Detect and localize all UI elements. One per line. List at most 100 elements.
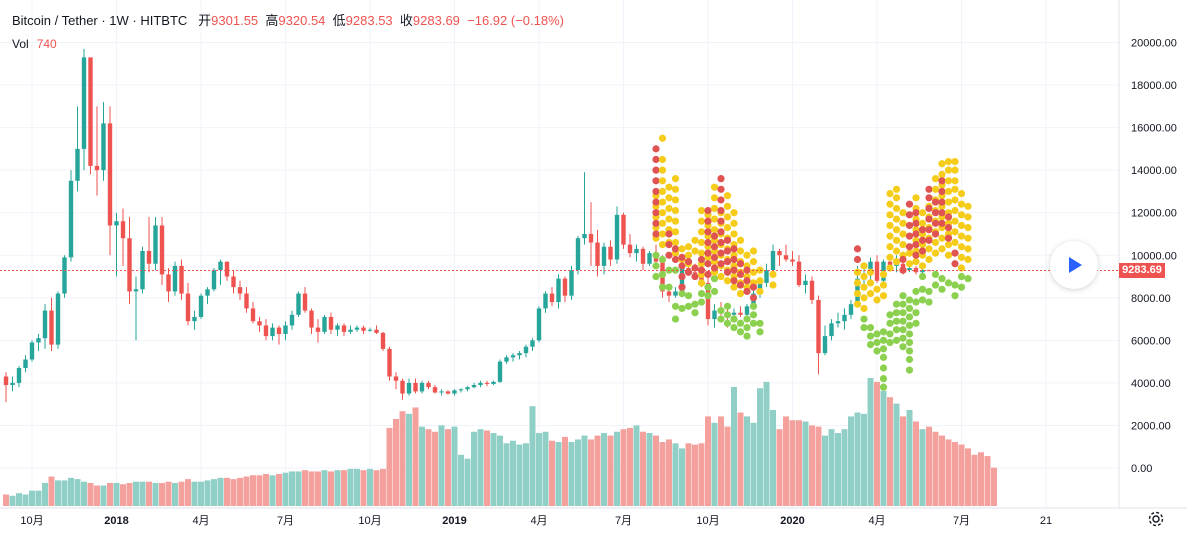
forecast-dot-yellow bbox=[710, 194, 719, 202]
candle-body bbox=[868, 261, 873, 275]
candle-body bbox=[250, 308, 256, 322]
time-axis-label: 10月 bbox=[358, 515, 381, 527]
volume-bar bbox=[386, 427, 393, 506]
volume-bar bbox=[880, 390, 887, 506]
volume-bar bbox=[81, 481, 87, 506]
volume-bar bbox=[887, 397, 893, 506]
volume-bar bbox=[276, 474, 282, 506]
gear-icon[interactable] bbox=[1146, 509, 1166, 529]
volume-bar bbox=[731, 386, 737, 506]
play-button[interactable] bbox=[1050, 241, 1098, 289]
forecast-dot-green bbox=[691, 300, 699, 308]
forecast-dot-yellow bbox=[964, 202, 972, 210]
forecast-dot-green bbox=[879, 328, 888, 336]
forecast-dot-yellow bbox=[860, 272, 868, 281]
forecast-dot-red bbox=[717, 196, 725, 204]
volume-bar bbox=[341, 470, 347, 506]
volume-bar bbox=[685, 443, 692, 506]
forecast-dot-yellow bbox=[899, 230, 907, 238]
candle-body bbox=[491, 381, 496, 384]
candle-body bbox=[283, 325, 288, 334]
candle-body bbox=[510, 355, 516, 358]
volume-bar bbox=[334, 470, 341, 506]
candle-body bbox=[309, 310, 314, 328]
forecast-dot-yellow bbox=[886, 200, 894, 208]
forecast-dot-red bbox=[717, 260, 725, 268]
volume-bar bbox=[289, 471, 295, 506]
forecast-dot-yellow bbox=[710, 215, 719, 223]
candle-body bbox=[803, 280, 808, 286]
forecast-dot-red bbox=[951, 249, 959, 257]
candle-body bbox=[595, 242, 600, 266]
forecast-dot-yellow bbox=[951, 166, 959, 174]
forecast-dot-yellow bbox=[957, 232, 966, 240]
candle-body bbox=[36, 338, 41, 343]
forecast-dot-yellow bbox=[879, 281, 888, 289]
forecast-dot-red bbox=[684, 258, 693, 266]
forecast-dot-green bbox=[892, 309, 901, 317]
candle-body bbox=[237, 287, 243, 294]
forecast-dot-red bbox=[749, 294, 758, 302]
symbol-title[interactable]: Bitcoin / Tether · 1W · HITBTC bbox=[12, 13, 188, 28]
forecast-dot-yellow bbox=[886, 243, 894, 251]
forecast-dot-yellow bbox=[853, 300, 862, 308]
volume-bar bbox=[16, 493, 22, 506]
price-axis-label: 0.00 bbox=[1131, 463, 1152, 475]
forecast-dot-yellow bbox=[697, 217, 706, 225]
volume-legend: Vol 740 bbox=[12, 37, 57, 51]
candle-body bbox=[458, 389, 464, 391]
forecast-dot-yellow bbox=[723, 213, 732, 221]
forecast-dot-red bbox=[743, 287, 751, 296]
forecast-dot-red bbox=[905, 243, 914, 251]
candle-body bbox=[211, 270, 217, 290]
forecast-dot-yellow bbox=[951, 185, 959, 193]
forecast-dot-red bbox=[710, 264, 719, 272]
candle-body bbox=[731, 312, 737, 315]
forecast-dot-yellow bbox=[710, 226, 719, 234]
volume-bar bbox=[107, 482, 113, 506]
forecast-dot-red bbox=[704, 249, 712, 257]
forecast-dot-yellow bbox=[892, 226, 901, 234]
candle-body bbox=[549, 293, 555, 303]
forecast-dot-yellow bbox=[938, 170, 946, 179]
candle-body bbox=[783, 255, 789, 260]
forecast-dot-green bbox=[957, 283, 966, 291]
volume-value: 740 bbox=[36, 37, 57, 51]
forecast-dot-yellow bbox=[938, 160, 946, 168]
forecast-dot-red bbox=[671, 245, 680, 253]
candle-body bbox=[166, 274, 171, 292]
forecast-dot-red bbox=[678, 283, 686, 291]
volume-bar bbox=[458, 454, 464, 506]
forecast-dot-yellow bbox=[691, 236, 699, 244]
volume-bar bbox=[958, 444, 965, 506]
forecast-dot-yellow bbox=[951, 177, 959, 185]
forecast-dot-red bbox=[704, 228, 712, 236]
volume-bar bbox=[263, 474, 269, 506]
forecast-dot-yellow bbox=[964, 255, 972, 264]
forecast-dot-yellow bbox=[860, 304, 868, 313]
forecast-dot-yellow bbox=[665, 194, 673, 202]
volume-bar bbox=[627, 427, 633, 506]
forecast-dot-green bbox=[938, 285, 946, 293]
forecast-dot-red bbox=[912, 241, 920, 249]
candle-body bbox=[705, 282, 711, 320]
forecast-dot-green bbox=[658, 283, 667, 291]
candle-body bbox=[380, 332, 386, 349]
forecast-dot-yellow bbox=[957, 211, 966, 219]
volume-bar bbox=[198, 481, 204, 506]
forecast-dot-green bbox=[905, 355, 914, 364]
volume-bar bbox=[347, 468, 354, 506]
forecast-dot-yellow bbox=[892, 185, 901, 193]
volume-bars bbox=[3, 378, 997, 506]
volume-bar bbox=[529, 406, 536, 506]
forecast-dot-red bbox=[905, 200, 914, 208]
forecast-dot-yellow bbox=[665, 183, 673, 191]
forecast-dot-red bbox=[730, 277, 738, 285]
forecast-dot-green bbox=[671, 302, 680, 310]
volume-bar bbox=[809, 425, 815, 506]
forecast-dot-yellow bbox=[658, 241, 667, 249]
volume-bar bbox=[211, 479, 217, 506]
forecast-dot-yellow bbox=[853, 289, 862, 298]
high-value: 9320.54 bbox=[278, 13, 326, 28]
